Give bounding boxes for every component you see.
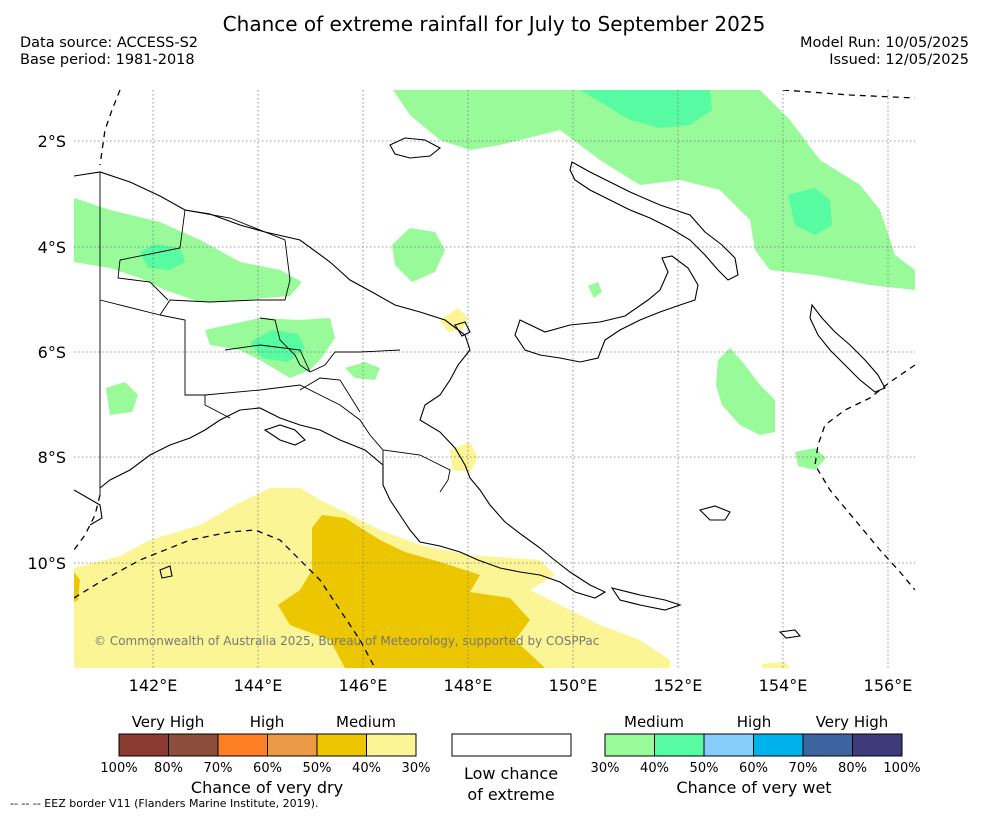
dry-swatch <box>267 733 318 757</box>
coastlines <box>74 137 886 639</box>
wet-caption: Chance of very wet <box>676 778 831 797</box>
dry-tick: 40% <box>352 761 381 776</box>
lon-label: 148°E <box>444 676 493 695</box>
wet-swatch <box>753 733 804 757</box>
wet-region-north-core <box>580 90 712 128</box>
dry-tick: 50% <box>303 761 332 776</box>
wet-tick: 80% <box>838 761 867 776</box>
new-georgia <box>698 505 731 521</box>
dry-swatch <box>168 733 219 757</box>
rainfall-map: © Commonwealth of Australia 2025, Bureau… <box>27 90 915 695</box>
dry-level-label: Very High <box>132 713 205 731</box>
wet-swatch <box>604 733 655 757</box>
base-period: Base period: 1981-2018 <box>20 52 195 68</box>
data-source: Data source: ACCESS-S2 <box>20 35 199 51</box>
lon-label: 152°E <box>654 676 703 695</box>
wet-region-small-4 <box>795 448 826 470</box>
provincial-borders <box>99 172 451 495</box>
wet-region-east-core <box>788 188 832 235</box>
wet-region-west <box>74 198 302 302</box>
dry-tick: 30% <box>402 761 431 776</box>
wet-region-highlands-core <box>250 330 305 362</box>
wet-region-small-5 <box>588 282 602 298</box>
louisiade <box>610 587 682 611</box>
wet-tick: 50% <box>690 761 719 776</box>
dru-island <box>159 565 173 579</box>
wet-swatch <box>654 733 705 757</box>
lon-label: 156°E <box>864 676 913 695</box>
dry-level-label: Medium <box>336 713 396 731</box>
wet-tick: 30% <box>591 761 620 776</box>
new-guinea-coast <box>74 171 607 599</box>
lat-label: 8°S <box>38 448 66 467</box>
low-chance-caption-2: of extreme <box>467 785 554 800</box>
eez-footnote: -- -- -- EEZ border V11 (Flanders Marine… <box>10 797 319 810</box>
rossel-island <box>778 629 802 639</box>
fly-delta <box>263 424 306 446</box>
lon-label: 150°E <box>549 676 598 695</box>
dry-tick: 70% <box>204 761 233 776</box>
model-run: Model Run: 10/05/2025 <box>799 35 969 51</box>
latitude-labels: 2°S 4°S 6°S 8°S 10°S <box>27 132 66 573</box>
lon-label: 146°E <box>339 676 388 695</box>
dry-swatch <box>118 733 169 757</box>
lon-label: 144°E <box>234 676 283 695</box>
wet-region-east <box>716 348 775 435</box>
dry-tick: 60% <box>253 761 282 776</box>
wet-region-small-2 <box>345 362 380 380</box>
meta-left: Data source: ACCESS-S2 Base period: 1981… <box>20 35 198 69</box>
wet-tick: 60% <box>739 761 768 776</box>
wet-region-west-core <box>140 244 185 270</box>
dry-swatch <box>366 733 417 757</box>
low-chance-swatch <box>451 733 572 757</box>
wet-tick: 40% <box>640 761 669 776</box>
dry-tick: 80% <box>154 761 183 776</box>
bougainville <box>809 303 886 393</box>
low-chance-caption-1: Low chance <box>464 764 558 783</box>
lon-label: 154°E <box>759 676 808 695</box>
eez-border <box>74 90 915 668</box>
lat-label: 2°S <box>38 132 66 151</box>
dry-swatch <box>217 733 268 757</box>
lon-label: 142°E <box>129 676 178 695</box>
dry-swatch <box>316 733 367 757</box>
southwest-coast <box>74 489 103 526</box>
karkar-island <box>454 321 471 337</box>
wet-swatch <box>802 733 853 757</box>
lat-label: 4°S <box>38 238 66 257</box>
map-title: Chance of extreme rainfall for July to S… <box>222 12 766 36</box>
legend: Very High High Medium 100% 80% 70% 60% 5… <box>100 713 920 800</box>
dry-colorbar <box>118 733 417 757</box>
wet-colorbar <box>604 733 903 757</box>
wet-level-label: Medium <box>624 713 684 731</box>
wet-region-north <box>393 90 915 290</box>
lat-label: 10°S <box>27 554 66 573</box>
copyright-text: © Commonwealth of Australia 2025, Bureau… <box>94 634 599 648</box>
meta-right: Model Run: 10/05/2025 Issued: 12/05/2025 <box>800 35 969 69</box>
new-britain <box>514 255 699 363</box>
new-ireland <box>569 161 739 281</box>
wet-region-small-1 <box>392 228 445 282</box>
lat-label: 6°S <box>38 343 66 362</box>
wet-tick: 100% <box>883 761 920 776</box>
issued-date: Issued: 12/05/2025 <box>829 52 969 68</box>
dry-region-light-2 <box>440 308 468 332</box>
dry-region-light-3 <box>450 442 478 472</box>
wet-tick: 70% <box>789 761 818 776</box>
wet-swatch <box>703 733 754 757</box>
longitude-labels: 142°E 144°E 146°E 148°E 150°E 152°E 154°… <box>129 676 913 695</box>
graticule <box>74 90 915 668</box>
wet-swatch <box>852 733 903 757</box>
dry-region-medium <box>278 515 545 668</box>
wet-region-small-3 <box>106 382 138 415</box>
dry-level-label: High <box>250 713 284 731</box>
manus-island <box>389 137 441 159</box>
wet-level-label: Very High <box>816 713 889 731</box>
dry-tick: 100% <box>100 761 137 776</box>
dry-caption: Chance of very dry <box>191 778 343 797</box>
wet-level-label: High <box>737 713 771 731</box>
